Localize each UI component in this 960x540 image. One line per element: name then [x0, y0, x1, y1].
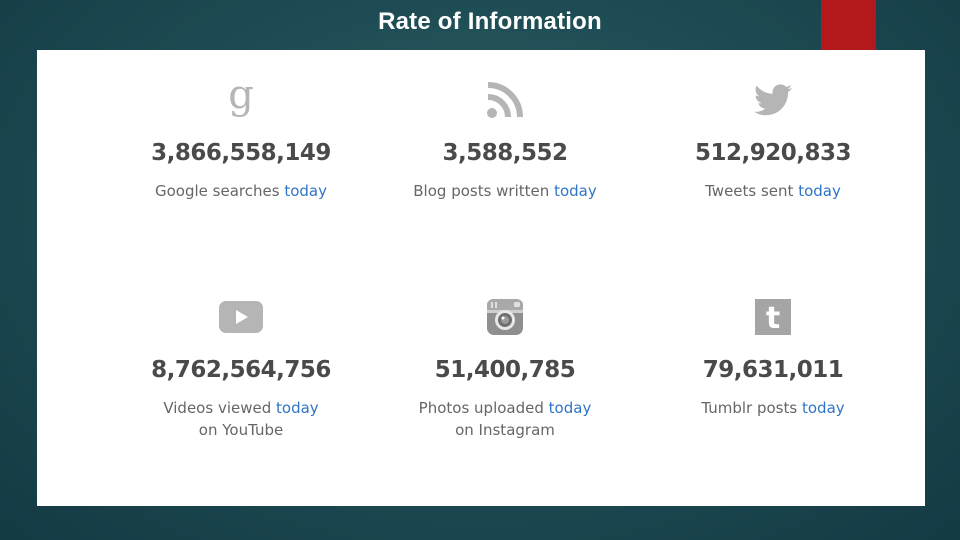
stat-description: Photos uploaded today on Instagram [385, 397, 625, 441]
stat-today: today [554, 182, 597, 200]
stat-description: Blog posts written today [385, 180, 625, 202]
stat-label: Google searches [155, 182, 280, 200]
stat-number: 79,631,011 [702, 357, 844, 383]
tumblr-icon: t [653, 295, 893, 339]
stat-today: today [798, 182, 841, 200]
stat-google-searches: g 3,866,558,149 Google searches today [121, 78, 361, 202]
stat-tweets: 512,920,833 Tweets sent today [653, 78, 893, 202]
stat-number: 3,866,558,149 [151, 140, 331, 166]
svg-text:t: t [766, 301, 780, 335]
stat-videos-viewed: 8,762,564,756 Videos viewed today on You… [121, 295, 361, 441]
stat-label: Tumblr posts [701, 399, 798, 417]
stat-tumblr-posts: t 79,631,011 Tumblr posts today [653, 295, 893, 419]
stat-label: Tweets sent [705, 182, 794, 200]
stats-panel: g 3,866,558,149 Google searches today 3,… [37, 50, 925, 506]
svg-text:g: g [228, 80, 254, 118]
stat-label: Photos uploaded [418, 399, 544, 417]
stat-today: today [801, 399, 845, 417]
youtube-icon [121, 295, 361, 339]
google-icon: g [121, 78, 361, 122]
stat-description: Tumblr posts today [653, 397, 893, 419]
stat-number: 512,920,833 [694, 140, 852, 166]
stat-number: 8,762,564,756 [151, 357, 331, 383]
stat-today: today [276, 399, 319, 417]
rss-icon [385, 78, 625, 122]
stat-description: Videos viewed today on YouTube [121, 397, 361, 441]
stat-description: Tweets sent today [653, 180, 893, 202]
stat-sublabel: on Instagram [455, 421, 555, 439]
stat-today: today [284, 182, 327, 200]
stat-description: Google searches today [121, 180, 361, 202]
stat-sublabel: on YouTube [198, 421, 284, 439]
instagram-icon [385, 295, 625, 339]
stat-label: Videos viewed [163, 399, 272, 417]
stat-number: 3,588,552 [442, 140, 569, 166]
stat-label: Blog posts written [413, 182, 550, 200]
stat-number: 51,400,785 [434, 357, 576, 383]
twitter-icon [653, 78, 893, 122]
stat-photos-uploaded: 51,400,785 Photos uploaded today on Inst… [385, 295, 625, 441]
slide-title: Rate of Information [378, 8, 602, 35]
stat-today: today [548, 399, 592, 417]
accent-bar [821, 0, 876, 50]
stat-blog-posts: 3,588,552 Blog posts written today [385, 78, 625, 202]
